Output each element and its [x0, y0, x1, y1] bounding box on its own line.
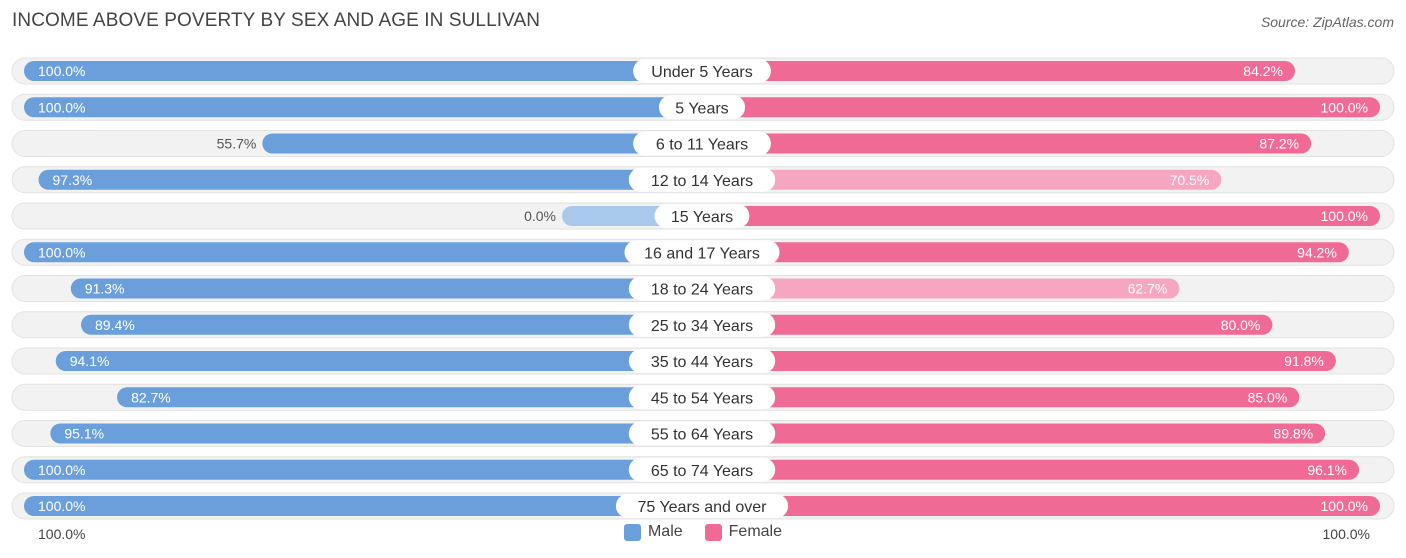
female-bar — [702, 169, 1222, 190]
female-value-label: 100.0% — [1321, 498, 1368, 514]
category-label: 16 and 17 Years — [644, 245, 760, 262]
female-value-label: 62.7% — [1128, 281, 1168, 297]
male-bar — [55, 351, 702, 371]
female-value-label: 96.1% — [1307, 462, 1347, 478]
male-value-label: 91.3% — [85, 281, 125, 297]
female-bar — [702, 314, 1273, 335]
category-pill — [628, 167, 776, 192]
category-pill — [628, 349, 776, 373]
male-value-label: 97.3% — [53, 172, 93, 188]
diverging-bar-chart: 100.0% 84.2% Under 5 Years 100.0% 100.0% 5 Ye… — [11, 57, 1395, 520]
male-bar — [70, 278, 702, 299]
category-label: Under 5 Years — [651, 64, 752, 81]
male-value-label: 0.0% — [524, 208, 556, 224]
female-bar — [702, 242, 1349, 263]
axis-right-label: 100.0% — [1322, 526, 1370, 542]
category-label: 65 to 74 Years — [651, 463, 753, 480]
category-pill — [658, 95, 746, 120]
female-value-label: 100.0% — [1321, 208, 1368, 224]
male-bar — [38, 169, 702, 190]
category-pill — [628, 457, 776, 482]
male-value-label: 100.0% — [38, 462, 85, 478]
female-value-label: 70.5% — [1170, 172, 1210, 188]
male-bar — [81, 314, 702, 335]
male-bar — [24, 459, 702, 480]
legend-label-female: Female — [728, 523, 783, 540]
category-label: 18 to 24 Years — [651, 282, 753, 299]
male-value-label: 100.0% — [38, 63, 85, 79]
legend-swatch-female — [704, 523, 722, 541]
male-bar — [24, 242, 702, 263]
category-pill — [628, 276, 776, 301]
male-bar — [50, 423, 702, 444]
male-value-label: 89.4% — [95, 317, 135, 333]
male-value-label: 82.7% — [131, 389, 171, 405]
female-bar — [702, 206, 1380, 226]
female-bar — [702, 278, 1180, 299]
category-pill — [628, 385, 776, 410]
category-pill — [628, 421, 776, 446]
legend-label-male: Male — [647, 523, 683, 540]
female-bar — [702, 387, 1300, 408]
axis-left-label: 100.0% — [38, 526, 86, 542]
female-value-label: 84.2% — [1243, 63, 1283, 79]
female-value-label: 89.8% — [1273, 426, 1313, 442]
male-bar — [24, 97, 702, 118]
female-bar — [702, 351, 1336, 371]
category-label: 6 to 11 Years — [656, 137, 748, 154]
male-value-label: 55.7% — [217, 136, 257, 152]
chart-source: Source: ZipAtlas.com — [1260, 14, 1394, 30]
male-value-label: 100.0% — [38, 498, 85, 514]
category-pill — [628, 312, 776, 337]
male-bar — [24, 61, 702, 81]
female-value-label: 80.0% — [1221, 317, 1261, 333]
category-label: 5 Years — [675, 100, 728, 117]
category-label: 12 to 14 Years — [651, 173, 753, 190]
category-pill — [633, 131, 771, 156]
legend-item-female[interactable]: Female — [704, 523, 783, 541]
chart-title: INCOME ABOVE POVERTY BY SEX AND AGE IN S… — [12, 10, 541, 31]
male-value-label: 100.0% — [38, 244, 85, 260]
category-pill — [615, 494, 789, 518]
female-bar — [702, 61, 1295, 81]
category-label: 15 Years — [671, 209, 733, 226]
female-bar — [702, 496, 1380, 516]
female-bar — [702, 423, 1326, 444]
category-pill — [633, 59, 771, 83]
female-value-label: 100.0% — [1321, 99, 1368, 115]
female-value-label: 91.8% — [1284, 353, 1324, 369]
legend-swatch-male — [623, 523, 641, 541]
female-value-label: 87.2% — [1259, 136, 1299, 152]
female-value-label: 85.0% — [1248, 389, 1288, 405]
male-bar — [117, 387, 703, 408]
category-pill — [654, 204, 750, 228]
legend-item-male[interactable]: Male — [623, 523, 683, 541]
category-label: 25 to 34 Years — [651, 318, 753, 335]
category-label: 55 to 64 Years — [651, 427, 753, 444]
male-bar — [262, 133, 702, 154]
female-bar — [702, 133, 1312, 154]
male-value-label: 94.1% — [70, 353, 110, 369]
legend: Male Female — [0, 523, 1406, 541]
female-value-label: 94.2% — [1297, 244, 1337, 260]
male-value-label: 95.1% — [64, 426, 104, 442]
category-label: 35 to 44 Years — [651, 354, 753, 371]
category-label: 75 Years and over — [638, 499, 768, 516]
female-bar — [702, 459, 1360, 480]
category-label: 45 to 54 Years — [651, 390, 753, 407]
category-pill — [624, 240, 780, 265]
male-value-label: 100.0% — [38, 99, 85, 115]
male-bar — [24, 496, 702, 516]
female-bar — [702, 97, 1380, 118]
